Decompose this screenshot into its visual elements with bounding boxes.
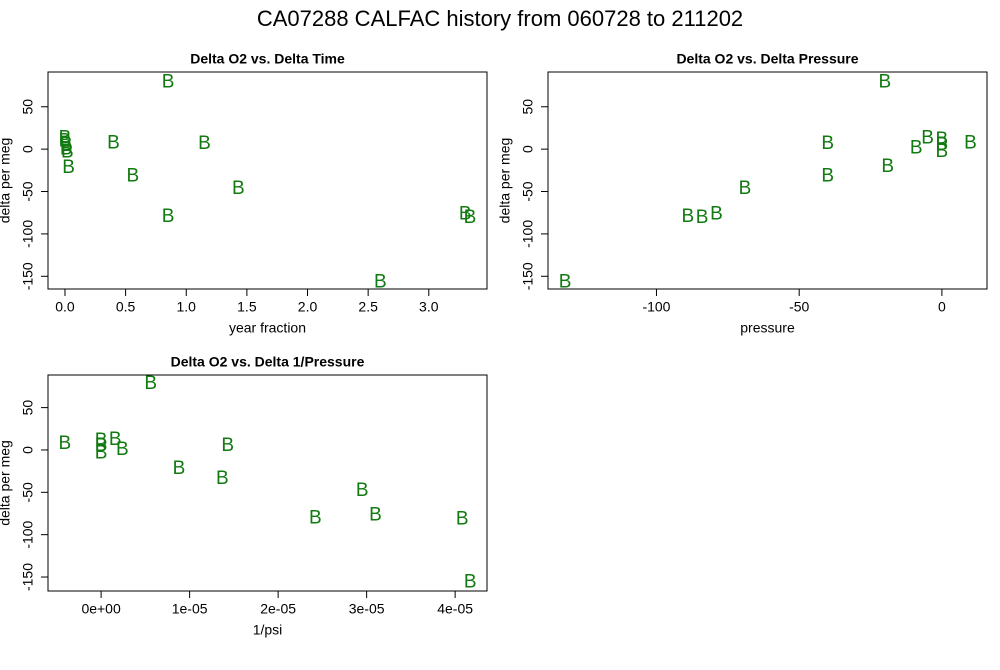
data-point: B bbox=[127, 165, 140, 186]
y-tick-label: -50 bbox=[20, 181, 36, 201]
data-point: B bbox=[910, 137, 923, 158]
x-tick-label: 4e-05 bbox=[437, 601, 473, 617]
plot-frame bbox=[47, 374, 488, 592]
data-point: B bbox=[369, 504, 382, 525]
plot-frame bbox=[47, 71, 488, 290]
data-point: B bbox=[109, 429, 122, 450]
data-point: B bbox=[921, 127, 934, 148]
data-point: B bbox=[739, 178, 752, 199]
data-point: B bbox=[62, 157, 75, 178]
y-tick-label: -150 bbox=[520, 262, 536, 290]
y-tick-label: -100 bbox=[20, 520, 36, 548]
data-point: B bbox=[162, 71, 175, 92]
data-point: B bbox=[61, 142, 74, 163]
data-point: B bbox=[464, 571, 477, 592]
x-tick-label: 3e-05 bbox=[349, 601, 385, 617]
data-point: B bbox=[95, 435, 108, 456]
y-tick-label: -150 bbox=[20, 563, 36, 591]
data-point: B bbox=[464, 207, 477, 228]
x-tick-label: 0.0 bbox=[55, 299, 75, 315]
x-axis-label: 1/psi bbox=[253, 622, 283, 638]
data-point: B bbox=[60, 138, 73, 159]
data-point: B bbox=[696, 207, 709, 228]
x-tick-label: -50 bbox=[789, 299, 809, 315]
data-point: B bbox=[144, 373, 157, 394]
data-point: B bbox=[58, 433, 71, 454]
data-point: B bbox=[216, 468, 229, 489]
x-tick-label: 2e-05 bbox=[260, 601, 296, 617]
data-point: B bbox=[221, 435, 234, 456]
data-point: B bbox=[936, 141, 949, 162]
x-tick-label: 0.5 bbox=[116, 299, 136, 315]
data-point: B bbox=[107, 132, 120, 153]
plot-frame bbox=[547, 71, 988, 290]
data-point: B bbox=[59, 131, 72, 152]
panel-title: Delta O2 vs. Delta Time bbox=[190, 51, 345, 67]
data-point: B bbox=[459, 204, 472, 225]
data-point: B bbox=[881, 156, 894, 177]
y-tick-label: -100 bbox=[520, 220, 536, 248]
data-point: B bbox=[95, 430, 108, 451]
y-tick-label: -150 bbox=[20, 262, 36, 290]
data-point: B bbox=[710, 204, 723, 225]
x-tick-label: 2.5 bbox=[358, 299, 378, 315]
data-point: B bbox=[198, 133, 211, 154]
y-tick-label: 50 bbox=[20, 400, 36, 416]
y-tick-label: 50 bbox=[520, 99, 536, 115]
data-point: B bbox=[936, 129, 949, 150]
data-point: B bbox=[456, 509, 469, 530]
y-tick-label: -100 bbox=[20, 220, 36, 248]
data-point: B bbox=[821, 133, 834, 154]
y-tick-label: 0 bbox=[20, 446, 36, 454]
y-tick-label: 50 bbox=[20, 99, 36, 115]
x-tick-label: 3.0 bbox=[419, 299, 439, 315]
x-tick-label: 1e-05 bbox=[172, 601, 208, 617]
y-tick-label: 0 bbox=[20, 145, 36, 153]
panel-title: Delta O2 vs. Delta 1/Pressure bbox=[171, 354, 365, 370]
data-point: B bbox=[116, 439, 129, 460]
data-point: B bbox=[162, 206, 175, 227]
panel-title: Delta O2 vs. Delta Pressure bbox=[676, 51, 858, 67]
data-point: B bbox=[356, 480, 369, 501]
data-point: B bbox=[309, 508, 322, 529]
x-axis-label: pressure bbox=[740, 320, 795, 336]
x-tick-label: 1.5 bbox=[237, 299, 257, 315]
data-point: B bbox=[964, 132, 977, 153]
data-point: B bbox=[878, 71, 891, 92]
y-tick-label: 0 bbox=[520, 145, 536, 153]
data-point: B bbox=[232, 178, 245, 199]
data-point: B bbox=[936, 134, 949, 155]
data-point: B bbox=[682, 206, 695, 227]
x-axis-label: year fraction bbox=[229, 320, 306, 336]
data-point: B bbox=[95, 443, 108, 464]
page-title: CA07288 CALFAC history from 060728 to 21… bbox=[257, 6, 743, 31]
data-point: B bbox=[374, 271, 387, 292]
data-point: B bbox=[59, 127, 72, 148]
y-axis-label: delta per meg bbox=[0, 138, 13, 224]
y-tick-label: -50 bbox=[20, 482, 36, 502]
data-point: B bbox=[173, 458, 186, 479]
data-point: B bbox=[559, 271, 572, 292]
data-point: B bbox=[821, 165, 834, 186]
x-tick-label: 1.0 bbox=[177, 299, 197, 315]
y-axis-label: delta per meg bbox=[497, 138, 513, 224]
y-tick-label: -50 bbox=[520, 181, 536, 201]
x-tick-label: 2.0 bbox=[298, 299, 318, 315]
y-axis-label: delta per meg bbox=[0, 440, 13, 526]
x-tick-label: 0e+00 bbox=[81, 601, 121, 617]
x-tick-label: 0 bbox=[938, 299, 946, 315]
x-tick-label: -100 bbox=[642, 299, 670, 315]
data-point: B bbox=[60, 134, 73, 155]
